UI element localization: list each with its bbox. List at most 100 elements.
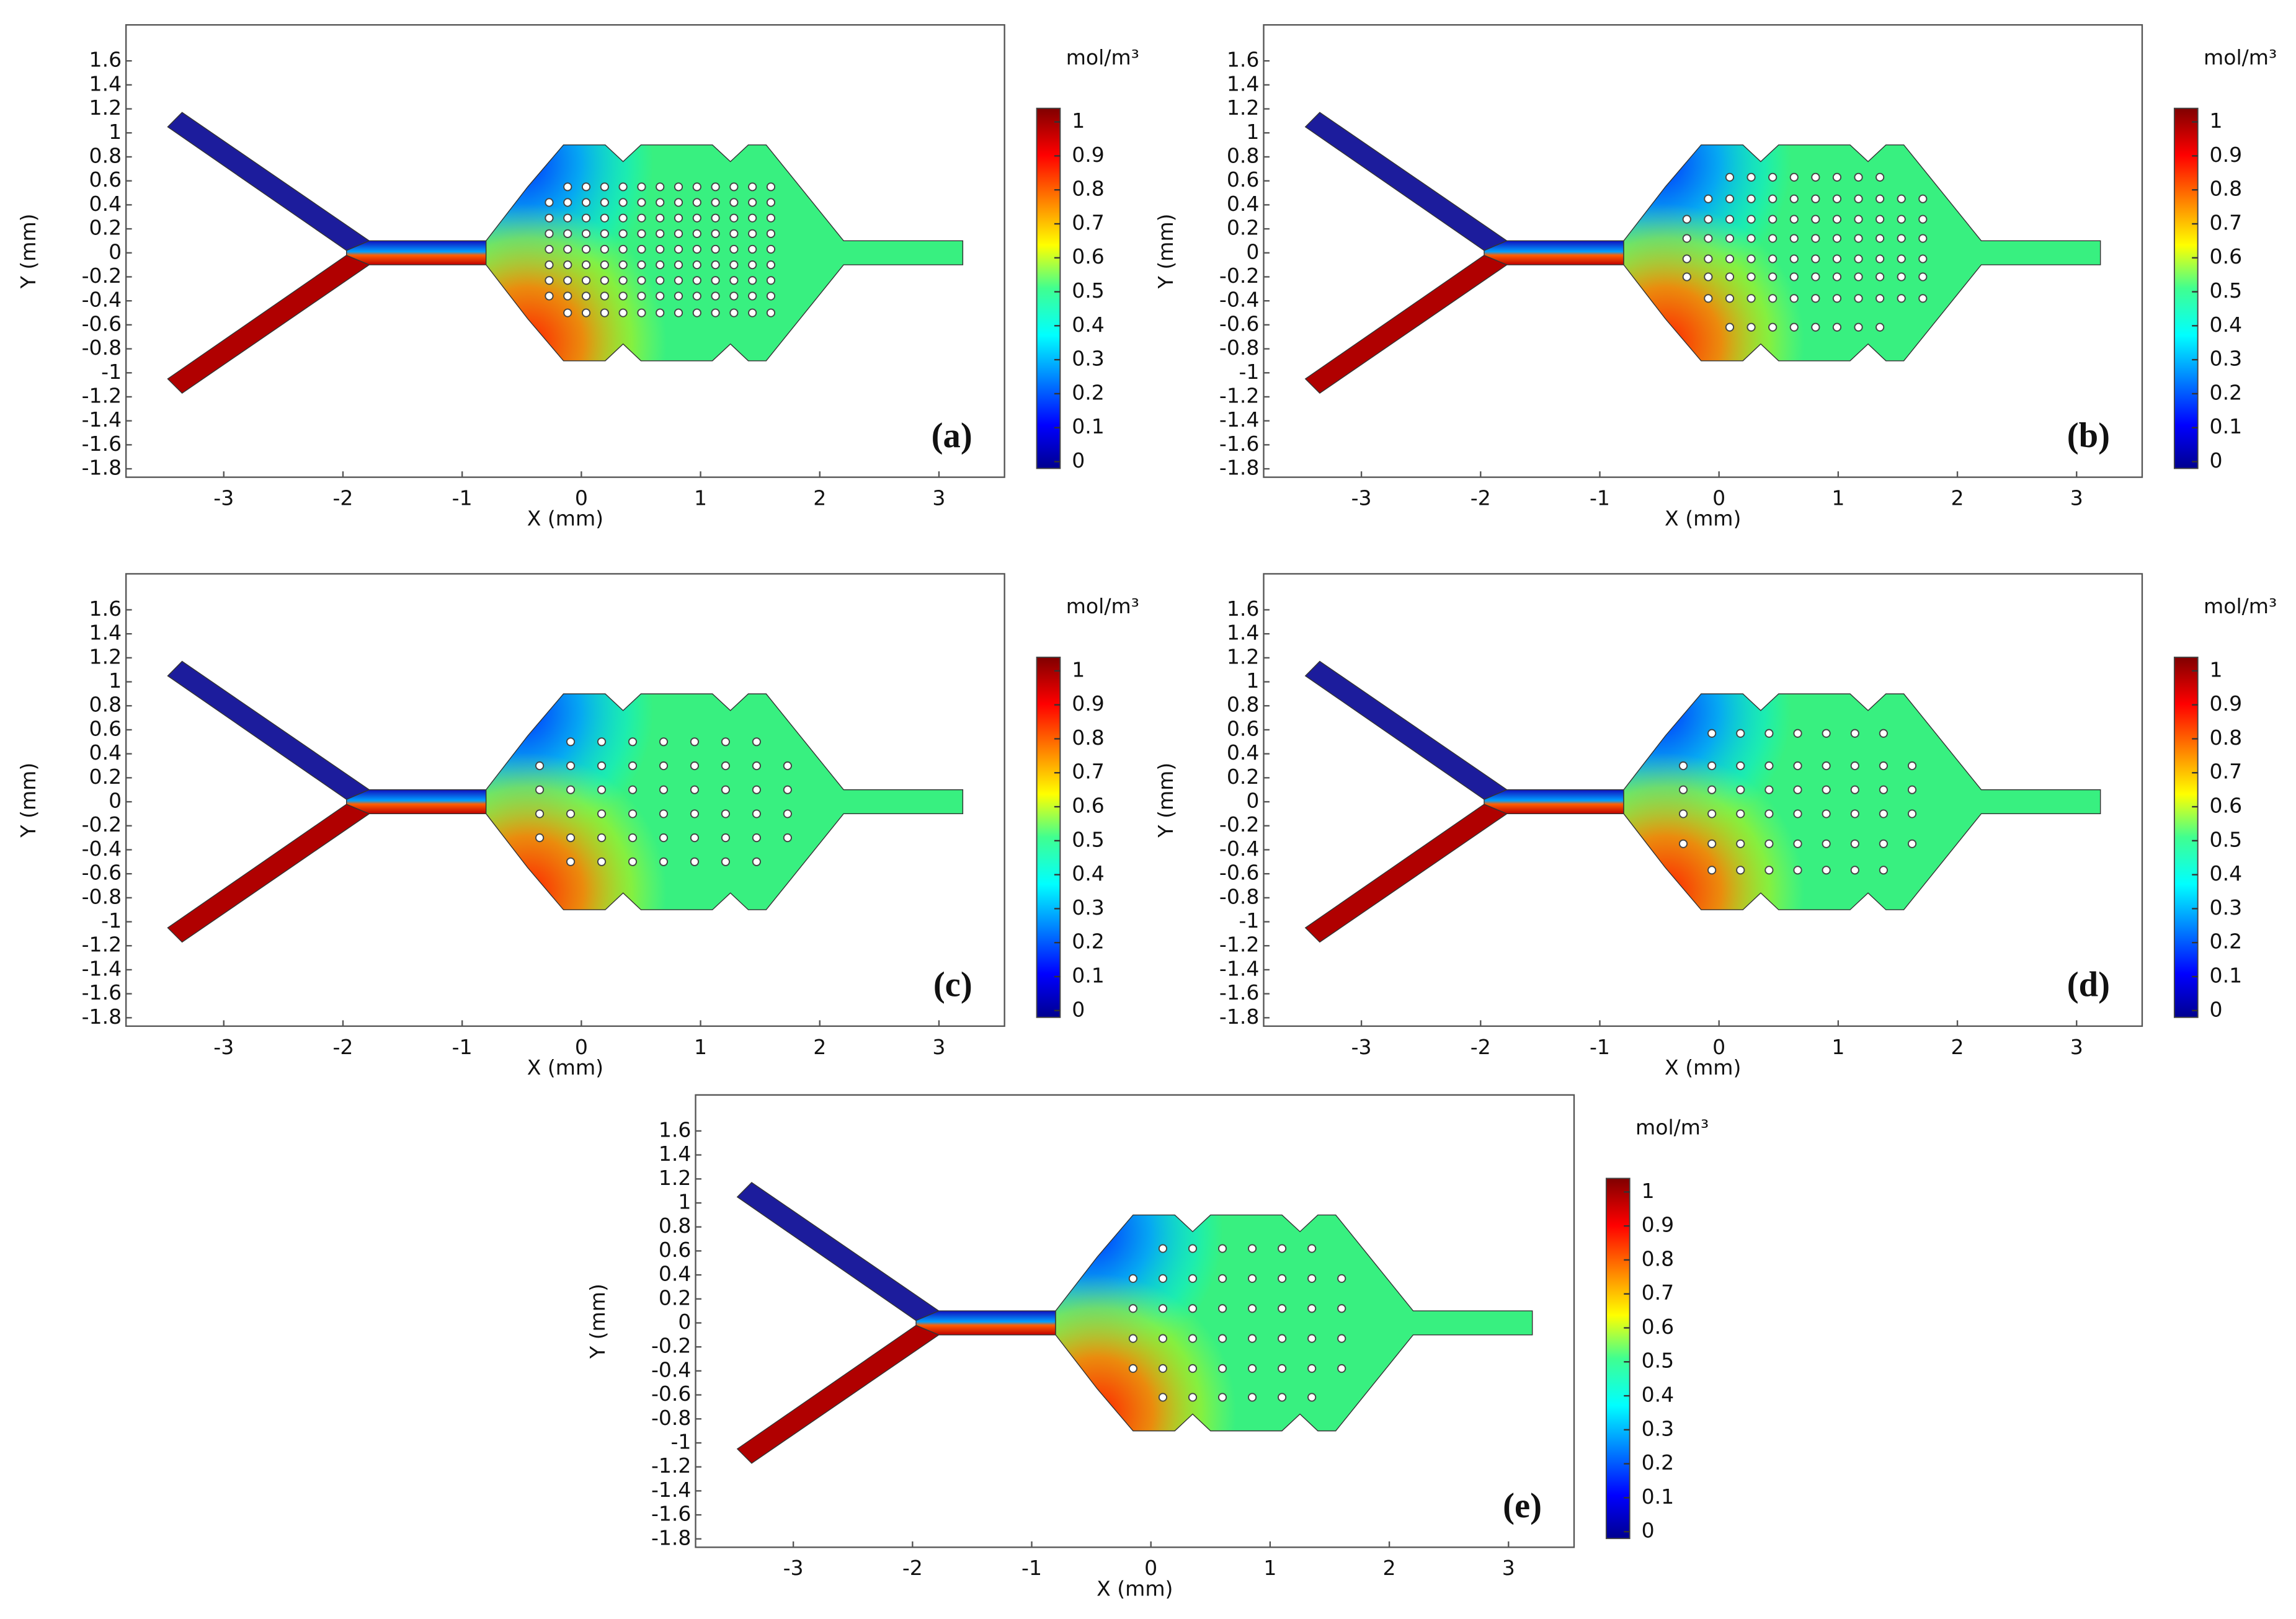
pillar (1707, 785, 1717, 794)
y-tick-label: 0 (1246, 239, 1259, 264)
colorbar-tick-label: 1 (1072, 109, 1085, 133)
x-tick-label: -3 (783, 1556, 804, 1580)
chamber-outline (485, 144, 964, 362)
colorbar-label: mol/m³ (2204, 594, 2277, 618)
pillar (1337, 1334, 1346, 1343)
pillar (1793, 839, 1802, 848)
x-tick-label: -3 (1351, 1035, 1372, 1059)
x-tick-label: -1 (1590, 1035, 1610, 1059)
pillar (1746, 172, 1756, 182)
pillar (1158, 1304, 1168, 1313)
x-tick-label: 2 (1951, 486, 1964, 510)
pillar (1725, 254, 1735, 264)
pillar (1678, 809, 1688, 818)
pillar (535, 809, 545, 818)
pillar (783, 785, 792, 794)
pillar (1876, 254, 1885, 264)
pillar (783, 833, 792, 843)
pillar (1188, 1274, 1198, 1283)
pillar (1832, 172, 1842, 182)
pillar (1217, 1364, 1227, 1373)
colorbar (2173, 107, 2199, 469)
pillar (1832, 294, 1842, 303)
pillar (674, 291, 683, 301)
x-axis-label: X (mm) (1097, 1576, 1173, 1600)
pillar (1854, 272, 1863, 282)
pillar (1876, 172, 1885, 182)
pillar (1897, 294, 1906, 303)
panel-label: (e) (1503, 1487, 1542, 1525)
x-tick-label: 1 (694, 486, 707, 510)
y-axis-label: Y (mm) (16, 213, 40, 289)
pillar (692, 308, 701, 317)
pillar (628, 785, 638, 794)
pillar (1879, 785, 1888, 794)
pillar (752, 737, 761, 747)
pillar (766, 291, 776, 301)
pillar (748, 308, 757, 317)
pillar (597, 833, 607, 843)
pillar (597, 809, 607, 818)
pillar (597, 737, 607, 747)
y-tick-label: 0.6 (89, 167, 122, 192)
pillar (600, 213, 609, 223)
pillar (1188, 1244, 1198, 1253)
pillar (1217, 1244, 1227, 1253)
pillar (1897, 272, 1906, 282)
y-tick-label: -0.2 (1219, 812, 1259, 836)
pillar (1307, 1304, 1317, 1313)
pillar (766, 244, 776, 254)
pillar (1822, 761, 1831, 771)
pillar (618, 182, 628, 192)
pillar (1789, 215, 1799, 224)
y-tick-label: -1.4 (651, 1478, 691, 1502)
colorbar-tick-label: 0.4 (2210, 861, 2243, 885)
pillar (1746, 254, 1756, 264)
colorbar-tick-label: 0.6 (1642, 1315, 1675, 1339)
pillar (1850, 761, 1859, 771)
pillar (711, 308, 720, 317)
pillar (721, 785, 730, 794)
y-tick-label: -1 (670, 1429, 691, 1453)
y-axis-label: Y (mm) (585, 1284, 610, 1359)
colorbar-tick-label: 0.4 (1642, 1383, 1675, 1407)
pillar (628, 857, 638, 866)
y-axis-label: Y (mm) (16, 763, 40, 838)
pillar (1707, 866, 1717, 875)
pillar (1725, 272, 1735, 282)
chamber-outline (485, 693, 964, 910)
panel-label: (a) (932, 417, 972, 455)
y-tick-label: -0.4 (82, 836, 122, 861)
colorbar-tick-label: 0.7 (1072, 210, 1105, 234)
y-tick-label: -1 (1239, 360, 1259, 384)
pillar (581, 276, 591, 285)
pillar (600, 182, 609, 192)
x-axis-label: X (mm) (527, 1055, 603, 1080)
colorbar (1036, 657, 1061, 1018)
pillar (690, 761, 700, 771)
pillar (692, 182, 701, 192)
pillar (748, 198, 757, 207)
pillar (659, 761, 669, 771)
pillar (581, 229, 591, 238)
y-axis-label: Y (mm) (1154, 213, 1178, 289)
x-tick-label: -3 (213, 486, 234, 510)
pillar (1822, 809, 1831, 818)
pillar (1793, 785, 1802, 794)
pillar (711, 244, 720, 254)
pillar (729, 213, 739, 223)
pillar (1811, 254, 1820, 264)
y-tick-label: 0.4 (1227, 192, 1260, 216)
x-tick-label: -2 (902, 1556, 923, 1580)
pillar (1307, 1244, 1317, 1253)
pillar (1811, 172, 1820, 182)
colorbar-tick-label: 0.8 (1072, 177, 1105, 201)
pillar (1850, 785, 1859, 794)
chamber-outline (1055, 1214, 1533, 1432)
pillar (566, 833, 576, 843)
colorbar-tick-label: 0.3 (2210, 895, 2243, 920)
pillar (545, 291, 554, 301)
pillar (1278, 1334, 1287, 1343)
pillar (1704, 194, 1713, 203)
pillar (1307, 1393, 1317, 1402)
